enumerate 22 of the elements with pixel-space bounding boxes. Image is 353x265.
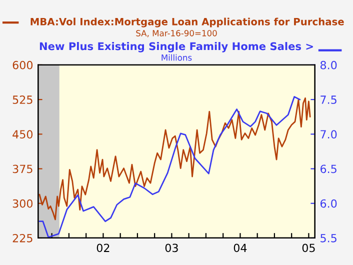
line-series bbox=[38, 97, 311, 220]
line-series bbox=[38, 96, 300, 238]
y-tick-label: 300 bbox=[12, 199, 33, 208]
y-tick-label: 600 bbox=[12, 60, 33, 70]
x-tick-label: 05 bbox=[302, 244, 315, 252]
y2-tick-label: 8.0 bbox=[320, 60, 337, 70]
x-tick-label: 03 bbox=[165, 244, 178, 252]
y2-tick-label: 6.0 bbox=[320, 199, 337, 208]
x-tick-label: 04 bbox=[234, 244, 247, 252]
y2-tick-label: 7.0 bbox=[320, 130, 337, 139]
y2-tick-label: 5.5 bbox=[320, 234, 336, 242]
x-tick-label: 02 bbox=[96, 244, 110, 252]
y-tick-label: 225 bbox=[12, 234, 32, 242]
legend-label: MBA:Vol Index:Mortgage Loan Applications for Purchase bbox=[30, 18, 344, 28]
y2-tick-label: 7.5 bbox=[320, 96, 336, 104]
y2-tick-label: 6.5 bbox=[320, 164, 336, 174]
y-tick-label: 450 bbox=[12, 130, 33, 139]
text: Millions bbox=[162, 54, 192, 61]
chart-subtitle: SA, Mar-16-90=100 bbox=[136, 30, 217, 38]
y-tick-label: 525 bbox=[12, 96, 32, 104]
text: New Plus Existing Single Family Home Sales > bbox=[40, 42, 313, 52]
y-tick-label: 375 bbox=[12, 164, 32, 174]
